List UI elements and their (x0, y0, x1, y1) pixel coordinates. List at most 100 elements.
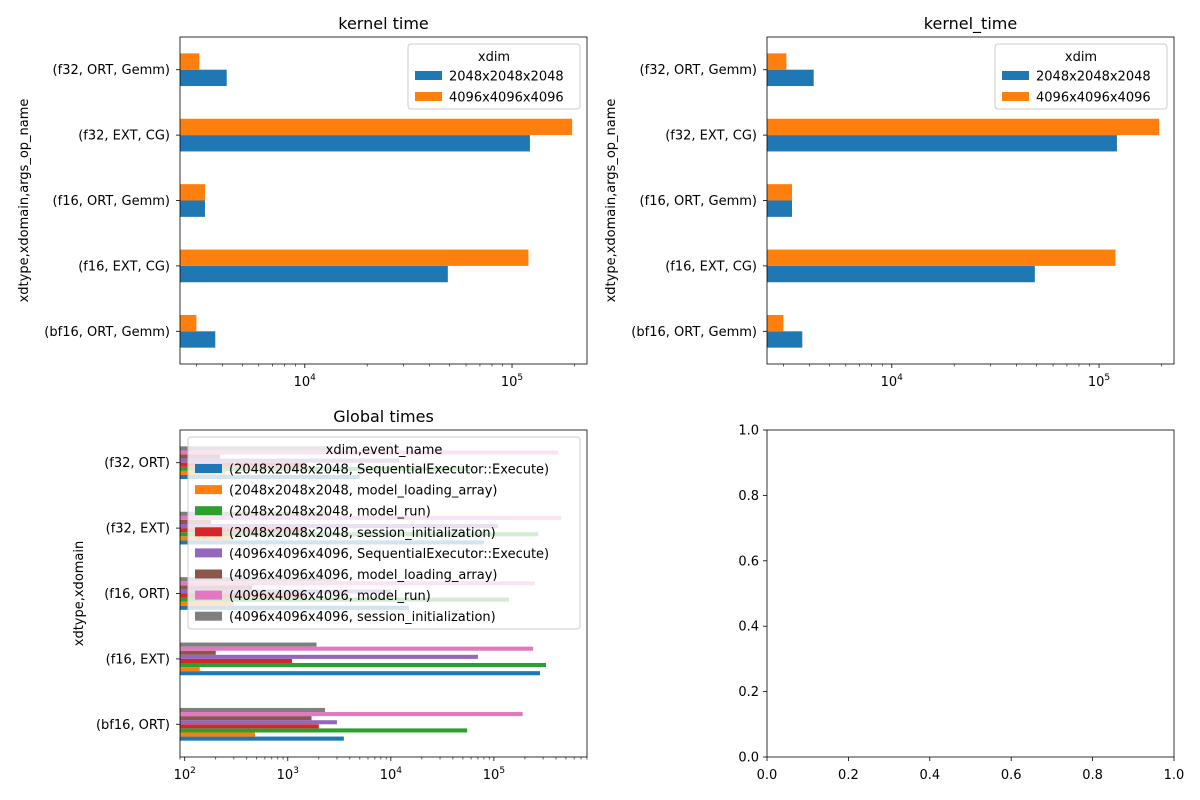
bar (180, 720, 337, 725)
bar (180, 654, 478, 659)
chart-title: kernel_time (924, 14, 1017, 34)
legend-label: (2048x2048x2048, SequentialExecutor::Exe… (229, 463, 549, 478)
bar (180, 642, 317, 647)
y-axis-label: xdtype,xdomain,args_op_name (17, 99, 32, 303)
bar (180, 331, 216, 348)
bars-group-2 (767, 53, 1160, 348)
x-tick-label: 104 (380, 766, 403, 783)
legend-swatch (195, 485, 222, 495)
legend-swatch (195, 569, 222, 579)
bar (180, 667, 200, 672)
y-tick-label: (bf16, ORT, Gemm) (44, 325, 170, 340)
legend-box (187, 436, 581, 630)
y-tick-label: 0.2 (738, 685, 759, 700)
x-tick-label: 1.0 (1164, 768, 1185, 783)
legend-box (994, 43, 1168, 110)
x-tick-label: 105 (501, 373, 523, 390)
y-tick-label: (bf16, ORT, Gemm) (631, 325, 757, 340)
y-tick-label: 0.6 (738, 554, 759, 569)
bar (767, 118, 1160, 136)
legend: xdim,event_name (2048x2048x2048, Sequenti… (187, 436, 581, 630)
axes-3: (bf16, ORT) (f16, EXT) (f16, ORT) (f32, EXT… (72, 407, 588, 783)
legend-swatch (195, 590, 222, 600)
chart-title: kernel time (338, 14, 429, 33)
bar (767, 249, 1116, 266)
legend-label: (4096x4096x4096, SequentialExecutor::Exe… (229, 547, 549, 562)
x-tick-label: 0.4 (919, 768, 940, 783)
legend-swatch (415, 71, 442, 80)
x-tick-label: 0.0 (757, 768, 778, 783)
x-tick-label: 0.6 (1001, 768, 1022, 783)
chart-title: Global times (333, 407, 434, 426)
x-tick-label: 102 (174, 766, 196, 783)
x-tick-label: 105 (1088, 373, 1110, 390)
legend-swatch (1002, 92, 1029, 101)
bar (180, 646, 534, 651)
legend-swatch (195, 548, 222, 558)
axes-frame (179, 429, 588, 758)
legend: xdim 2048x2048x2048 4096x4096x4096 (994, 43, 1168, 110)
bar (767, 53, 787, 70)
bar (180, 118, 573, 136)
y-tick-label: (f16, ORT, Gemm) (53, 194, 170, 209)
bar (767, 184, 792, 201)
legend-title: xdim (478, 50, 510, 65)
legend-label: (4096x4096x4096, session_initialization) (229, 610, 496, 625)
bar (180, 736, 344, 741)
y-tick-label: (f16, ORT, Gemm) (640, 194, 757, 209)
bar (180, 135, 530, 152)
legend-label: 4096x4096x4096 (449, 91, 564, 106)
legend-swatch (195, 464, 222, 473)
axes-frame (179, 36, 588, 365)
bar (767, 69, 814, 87)
y-tick-label: (f32, ORT, Gemm) (640, 63, 757, 78)
legend-swatch (195, 611, 222, 621)
x-tick-label: 0.2 (838, 768, 859, 783)
axes-2: (bf16, ORT, Gemm) (f16, EXT, CG) (f16, ORT… (604, 14, 1175, 390)
y-tick-label: (f32, EXT, CG) (78, 129, 170, 144)
legend-title: xdim,event_name (326, 443, 443, 458)
bar (180, 53, 200, 70)
y-tick-label: 0.8 (738, 489, 759, 504)
bar (180, 265, 448, 283)
y-tick-label: (f32, ORT) (104, 456, 170, 471)
bar (180, 200, 205, 217)
legend-label: (2048x2048x2048, session_initialization) (229, 526, 496, 541)
bar (767, 200, 792, 217)
legend-swatch (415, 92, 442, 101)
y-axis-label: xdtype,xdomain,args_op_name (604, 99, 619, 303)
legend: xdim 2048x2048x2048 4096x4096x4096 (407, 43, 581, 110)
y-axis-label: xdtype,xdomain (72, 541, 87, 647)
x-tick-label: 104 (881, 373, 904, 390)
y-tick-label: 0.4 (738, 620, 759, 635)
bar (767, 265, 1035, 283)
y-tick-label: (f32, ORT, Gemm) (53, 63, 170, 78)
legend-label: 2048x2048x2048 (449, 70, 564, 85)
bar (180, 662, 546, 668)
y-tick-label: 0.0 (738, 751, 759, 766)
legend-label: (2048x2048x2048, model_loading_array) (229, 484, 498, 499)
y-tick-label: 1.0 (738, 424, 759, 439)
axes-frame (766, 36, 1175, 365)
legend-label: (4096x4096x4096, model_loading_array) (229, 568, 498, 583)
legend-box (407, 43, 581, 110)
legend-title: xdim (1065, 50, 1097, 65)
y-tick-label: (f16, EXT, CG) (78, 259, 170, 274)
legend-label: 4096x4096x4096 (1036, 91, 1151, 106)
y-tick-label: (f16, ORT) (104, 587, 170, 602)
legend-label: (2048x2048x2048, model_run) (229, 505, 431, 520)
bars-group-1 (180, 53, 573, 348)
bar (180, 671, 541, 676)
legend-label: (4096x4096x4096, model_run) (229, 589, 431, 604)
legend-label: 2048x2048x2048 (1036, 70, 1151, 85)
bar (180, 249, 529, 266)
y-tick-label: (bf16, ORT) (96, 718, 170, 733)
bar (180, 716, 312, 721)
bar (180, 707, 326, 713)
bar (180, 658, 293, 663)
legend-swatch (1002, 71, 1029, 80)
axes-4: 0.0 0.2 0.4 0.6 0.8 1.0 0.0 0.2 0.4 0.6 0.8 1.0 (738, 424, 1184, 784)
x-tick-label: 103 (277, 766, 299, 783)
bar (767, 331, 803, 348)
